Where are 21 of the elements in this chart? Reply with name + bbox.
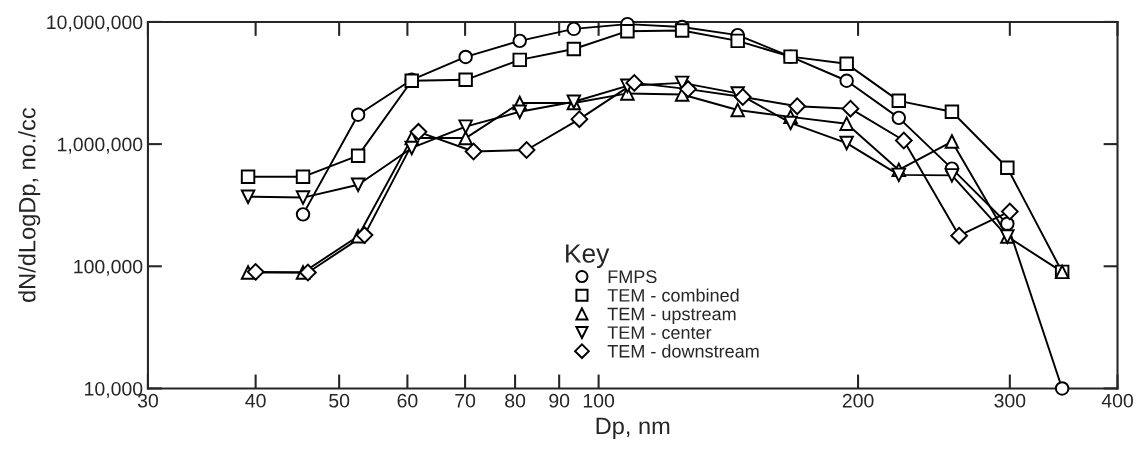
legend-label: TEM - upstream bbox=[607, 307, 736, 324]
x-tick-label: 200 bbox=[842, 393, 874, 408]
x-tick-label: 90 bbox=[549, 393, 570, 408]
x-tick-label: 70 bbox=[455, 393, 476, 408]
x-tick-label: 400 bbox=[1101, 393, 1133, 408]
x-axis-title: Dp, nm bbox=[596, 417, 670, 439]
x-tick-label: 80 bbox=[505, 393, 526, 408]
y-axis-title: dN/dLogDp, no./cc bbox=[18, 108, 41, 302]
y-tick-label: 10,000,000 bbox=[47, 15, 143, 32]
x-tick-label: 60 bbox=[397, 393, 418, 408]
legend-label: TEM - downstream bbox=[607, 344, 759, 358]
legend-label: FMPS bbox=[608, 270, 657, 284]
y-tick-label: 100,000 bbox=[74, 259, 143, 276]
x-tick-label: 50 bbox=[329, 393, 350, 408]
x-tick-label: 300 bbox=[994, 393, 1026, 408]
x-tick-label: 40 bbox=[245, 393, 266, 408]
legend-title: Key bbox=[566, 244, 610, 269]
y-tick-label: 1,000,000 bbox=[58, 137, 143, 154]
legend-label: TEM - combined bbox=[607, 288, 739, 302]
x-tick-label: 100 bbox=[583, 393, 615, 408]
legend-label: TEM - center bbox=[607, 326, 712, 339]
